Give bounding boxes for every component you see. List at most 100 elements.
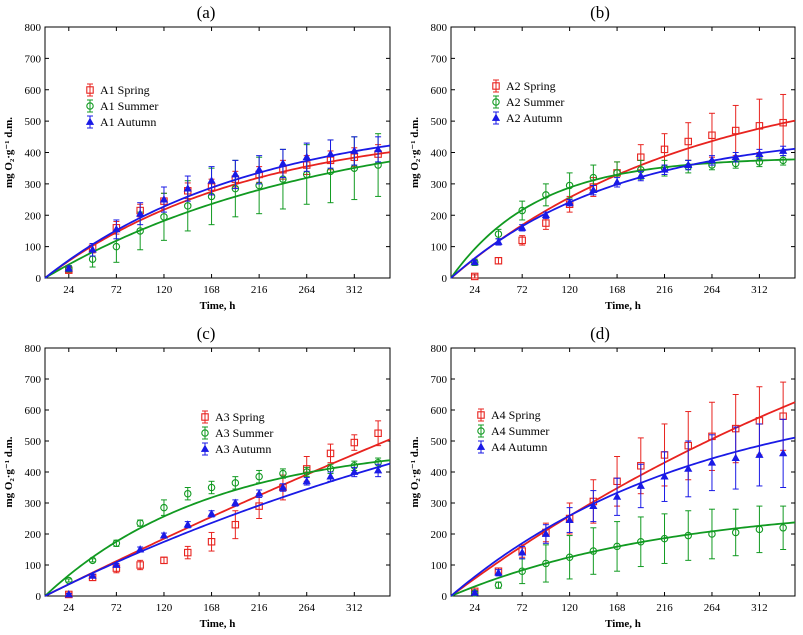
data-point	[755, 450, 764, 458]
data-point	[755, 149, 764, 157]
legend-marker	[491, 113, 501, 121]
x-tick-label: 24	[469, 602, 481, 614]
y-tick-label: 0	[36, 273, 42, 285]
data-point	[302, 476, 311, 485]
data-point	[207, 537, 216, 546]
data-point	[541, 529, 551, 537]
y-tick-label: 300	[431, 179, 448, 191]
x-tick-label: 24	[469, 284, 481, 296]
data-point	[326, 149, 335, 157]
legend-marker	[201, 413, 209, 421]
y-tick-label: 800	[431, 343, 448, 355]
legend: A3 Spring A3 Summer A3 Autumn	[200, 410, 273, 456]
plot-frame	[44, 26, 391, 279]
panel-label: (c)	[197, 324, 216, 343]
fit-curve	[44, 438, 391, 597]
data-point	[302, 152, 311, 161]
panel-label: (b)	[590, 3, 610, 22]
data-point	[518, 567, 526, 575]
data-point	[518, 223, 527, 231]
x-tick-label: 216	[656, 284, 673, 296]
data-point	[350, 438, 359, 447]
y-axis-title: mg O₂·g⁻¹ d.m.	[3, 436, 15, 507]
x-tick-label: 24	[63, 284, 75, 296]
data-point	[542, 219, 550, 227]
x-tick-label: 264	[704, 284, 721, 296]
series-autumn	[450, 145, 796, 279]
y-tick-label: 400	[25, 467, 42, 479]
panel-c: (c) 0 100 200 300 400 500 600 700 800 24 72 120 168 21…	[3, 324, 391, 630]
series-spring	[450, 93, 796, 281]
data-point	[708, 131, 716, 139]
y-tick-label: 700	[25, 53, 42, 65]
y-tick-label: 200	[431, 529, 448, 541]
legend-marker	[477, 427, 485, 435]
data-point	[160, 556, 168, 565]
y-tick-label: 0	[36, 591, 42, 603]
data-point	[731, 152, 740, 161]
plot-frame	[44, 347, 391, 597]
legend: A1 Spring A1 Summer A1 Autumn	[85, 83, 158, 129]
x-tick-label: 120	[156, 602, 173, 614]
data-point	[183, 520, 192, 528]
panel-label: (d)	[590, 324, 610, 343]
x-tick-label: 168	[203, 284, 220, 296]
legend-marker	[201, 429, 209, 437]
y-tick-label: 800	[25, 343, 42, 355]
data-point	[494, 230, 503, 238]
data-point	[207, 483, 216, 492]
data-point	[660, 472, 669, 480]
data-point	[565, 181, 574, 190]
data-point	[160, 213, 168, 221]
series-autumn	[44, 462, 391, 598]
data-point	[160, 503, 168, 512]
y-tick-label: 700	[431, 53, 448, 65]
data-point	[255, 165, 264, 173]
legend-label: A4 Autumn	[491, 440, 547, 454]
x-axis-title: Time, h	[605, 300, 641, 312]
data-point	[636, 171, 645, 179]
x-tick-label: 264	[298, 284, 315, 296]
legend-marker	[492, 98, 500, 106]
data-point	[374, 429, 382, 437]
panel-b: (b) 0 100 200 300 400 500 600 700 800 24 72 120 168 21…	[409, 3, 796, 312]
y-tick-label: 100	[431, 242, 448, 254]
y-tick-label: 0	[442, 591, 448, 603]
data-point	[326, 472, 335, 480]
data-point	[589, 173, 598, 182]
y-tick-label: 200	[25, 210, 42, 222]
data-point	[660, 534, 669, 543]
x-tick-label: 312	[346, 602, 363, 614]
fit-curve	[450, 158, 796, 279]
series-autumn	[44, 136, 391, 279]
data-point	[565, 515, 574, 523]
legend-label: A3 Autumn	[215, 442, 271, 456]
data-point	[779, 524, 787, 532]
data-point	[518, 206, 526, 215]
data-point	[350, 467, 359, 475]
y-tick-label: 700	[431, 374, 448, 386]
data-point	[159, 195, 169, 203]
fit-curve	[450, 147, 796, 279]
data-point	[731, 126, 740, 135]
data-point	[660, 165, 669, 173]
data-point	[302, 468, 311, 476]
data-point	[350, 146, 359, 154]
data-point	[136, 545, 145, 553]
data-point	[112, 539, 121, 548]
y-tick-label: 500	[431, 436, 448, 448]
data-point	[707, 458, 717, 466]
data-point	[755, 122, 764, 130]
data-point	[136, 209, 145, 217]
data-point	[684, 531, 692, 540]
series-summer	[450, 505, 796, 597]
data-point	[231, 520, 240, 529]
legend-label: A1 Summer	[100, 99, 158, 113]
data-point	[64, 590, 73, 598]
data-point	[494, 581, 503, 589]
data-point	[731, 528, 740, 537]
y-tick-label: 200	[25, 529, 42, 541]
y-tick-label: 800	[25, 22, 42, 34]
data-point	[231, 170, 240, 178]
